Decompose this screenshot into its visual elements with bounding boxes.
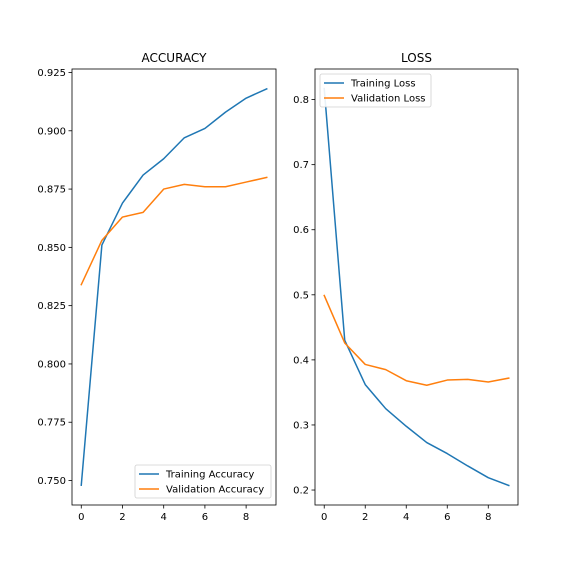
axes-frame [71,68,277,506]
x-tick-label: 4 [403,512,409,523]
series-line-2 [80,176,268,286]
y-tick-label: 0.850 [37,243,66,254]
x-tick-label: 4 [161,512,167,523]
accuracy-panel: ACCURACY 0 2 4 6 80.7500.7750.8000.8250.8500… [37,51,277,523]
x-tick-label: 2 [362,512,368,523]
y-tick-label: 0.7 [293,160,309,171]
axis-ticks: 0 2 4 6 8 0.750 0.775 0.800 0.825 0.850 0.875 0.900… [37,68,249,523]
series-line-2 [323,294,510,387]
y-tick-label: 0.6 [293,225,309,236]
plot-area [323,87,510,487]
legend: Training Accuracy Validation Accuracy [134,464,272,499]
x-tick-label: 0 [321,512,327,523]
legend-label: Training Loss [350,79,416,90]
y-tick-label: 0.2 [293,486,309,497]
chart-title: LOSS [401,51,432,65]
x-tick-label: 6 [444,512,450,523]
loss-panel: LOSS 0 2 4 6 8 0.2 0.3 0.4 0.5 0.6 0.7 0.8 Training… [293,51,519,523]
legend-label: Validation Loss [351,94,426,105]
y-tick-label: 0.5 [293,290,309,301]
y-tick-label: 0.825 [37,301,66,312]
legend-box [134,464,272,499]
series-line-1 [323,87,510,487]
y-tick-label: 0.8 [293,95,309,106]
plot-area [80,87,268,486]
y-tick-label: 0.750 [37,476,66,487]
x-tick-label: 6 [202,512,208,523]
axes-frame [314,68,519,506]
x-tick-label: 2 [119,512,125,523]
legend-label: Validation Accuracy [166,485,264,496]
y-tick-label: 0.900 [37,126,66,137]
y-tick-label: 0.775 [37,418,66,429]
legend-label: Training Accuracy [165,470,254,481]
x-tick-label: 8 [485,512,491,523]
x-tick-label: 0 [78,512,84,523]
axis-ticks: 0 2 4 6 8 0.2 0.3 0.4 0.5 0.6 0.7 0.8 [293,95,491,523]
x-tick-label: 8 [243,512,249,523]
series-line-1 [80,87,268,486]
legend: Training Loss Validation Loss [319,73,432,108]
legend-box [319,73,432,108]
y-tick-label: 0.875 [37,185,66,196]
y-tick-label: 0.3 [293,420,309,431]
y-tick-label: 0.925 [37,68,66,79]
y-tick-label: 0.800 [37,359,66,370]
chart-title: ACCURACY [142,51,208,65]
y-tick-label: 0.4 [293,355,309,366]
